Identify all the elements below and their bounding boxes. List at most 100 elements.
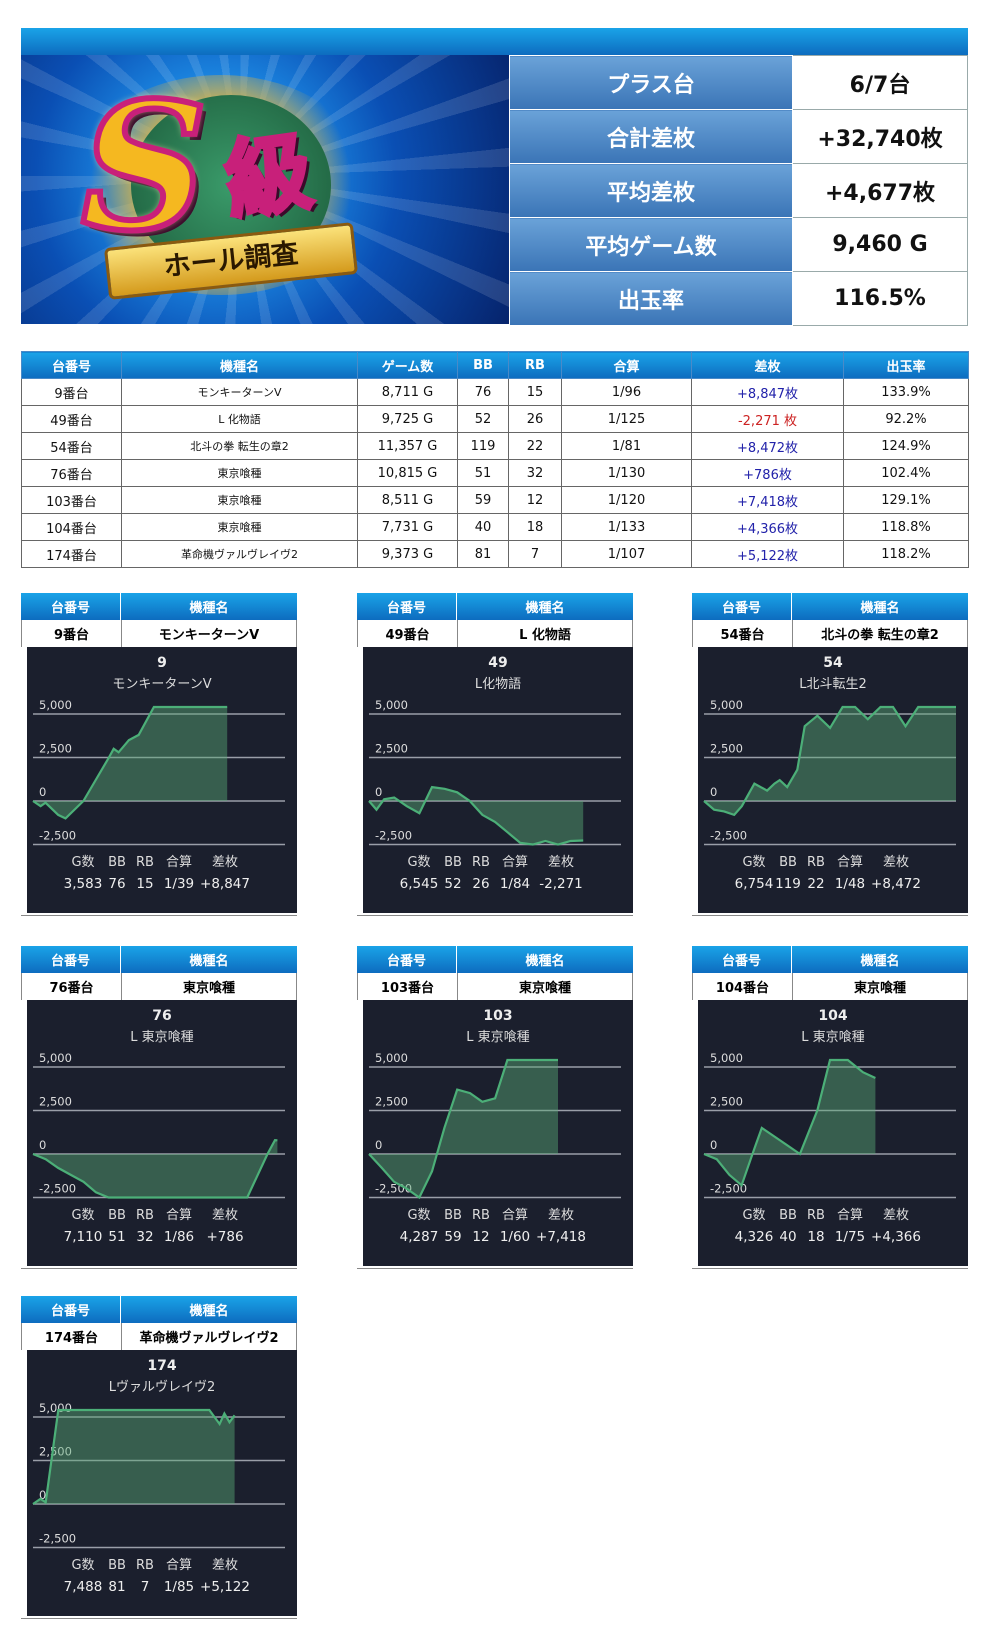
table-cell: L 化物語 — [121, 405, 358, 433]
stat-label: 差枚 — [212, 1208, 238, 1223]
series-line — [368, 1058, 558, 1200]
card-machine-name: 東京喰種 — [853, 981, 906, 996]
chart-title: 104 — [818, 1008, 847, 1024]
stat-value: -2,271 — [539, 876, 583, 892]
stat-label: BB — [108, 1208, 126, 1223]
card-header: 台番号 機種名 — [357, 593, 633, 620]
table-cell: 54番台 — [21, 432, 122, 460]
stat-value: +8,847 — [200, 876, 250, 892]
slump-chart: 54 L北斗転生2 5,000 2,500 0 -2,500 G数 6,754 BB 119 RB 2… — [703, 655, 956, 892]
stat-label: 差枚 — [212, 855, 238, 870]
stat-label: RB — [807, 1208, 825, 1223]
table-cell: -2,271 枚 — [691, 405, 844, 433]
stat-value: 26 — [472, 876, 489, 892]
summary-value: 116.5% — [792, 271, 968, 326]
column-header: BB — [457, 351, 509, 379]
chart-panel: 76 L 東京喰種 5,000 2,500 0 -2,500 G数 7,110 BB 51 RB 32… — [27, 1000, 297, 1266]
table-cell: 1/107 — [561, 540, 692, 568]
chart-subtitle: L 東京喰種 — [130, 1029, 193, 1045]
summary-row: 平均差枚 +4,677枚 — [509, 163, 968, 218]
area-fill — [704, 707, 956, 815]
stat-value: +786 — [206, 1229, 243, 1245]
summary-row: 出玉率 116.5% — [509, 271, 968, 326]
stat-value: 1/48 — [835, 876, 865, 892]
card-number: 76番台 — [22, 973, 122, 1000]
card-bottom-rule — [692, 1268, 968, 1269]
table-cell: 1/125 — [561, 405, 692, 433]
y-tick-label: 5,000 — [375, 1051, 408, 1065]
chart-title: 9 — [157, 655, 167, 671]
card-machine-name: L 化物語 — [519, 628, 571, 643]
table-cell: 8,511 G — [357, 486, 458, 514]
machine-card: 台番号 機種名 103番台 東京喰種 103 L 東京喰種 5,000 2,500 0 -2,50… — [357, 946, 633, 1270]
stat-label: G数 — [71, 1208, 94, 1223]
column-header: 差枚 — [691, 351, 844, 379]
stat-label: 合算 — [502, 1208, 528, 1223]
chart-subtitle: L 東京喰種 — [801, 1029, 864, 1045]
table-cell: 26 — [508, 405, 562, 433]
column-header: ゲーム数 — [357, 351, 458, 379]
stat-label: 合算 — [837, 855, 863, 870]
table-row: 9番台 モンキーターンV 8,711 G 76 15 1/96 +8,847枚 133.9% — [21, 378, 969, 406]
table-cell: 76番台 — [21, 459, 122, 487]
stat-value: 22 — [807, 876, 824, 892]
table-cell: 76 — [457, 378, 509, 406]
stat-value: 4,326 — [735, 1229, 774, 1245]
card-number: 103番台 — [358, 973, 458, 1000]
machine-table: 台番号 機種名 ゲーム数 BB RB 合算 差枚 出玉率 9番台 モンキーターンV 8,711 G… — [21, 351, 969, 568]
machine-card: 台番号 機種名 76番台 東京喰種 76 L 東京喰種 5,000 2,500 0 -2,500 G… — [21, 946, 297, 1270]
y-tick-label: -2,500 — [39, 1182, 76, 1196]
card-machine-name: 東京喰種 — [518, 981, 571, 996]
stat-value: 6,754 — [735, 876, 774, 892]
machine-card: 台番号 機種名 49番台 L 化物語 49 L化物語 5,000 2,500 0 -2,500 G数… — [357, 593, 633, 917]
stat-label: BB — [779, 1208, 797, 1223]
y-tick-label: -2,500 — [375, 1182, 412, 1196]
stat-label: BB — [444, 855, 462, 870]
card-bottom-rule — [357, 915, 633, 916]
stat-value: 52 — [444, 876, 461, 892]
stat-label: G数 — [742, 1208, 765, 1223]
y-tick-label: 0 — [710, 785, 717, 799]
chart-panel: 104 L 東京喰種 5,000 2,500 0 -2,500 G数 4,326 BB 40 RB 1… — [698, 1000, 968, 1266]
chart-title: 103 — [483, 1008, 512, 1024]
card-info-row: 54番台 北斗の拳 転生の章2 — [692, 620, 968, 647]
table-cell: 118.8% — [843, 513, 969, 541]
series-line — [32, 1138, 278, 1199]
stat-label: 差枚 — [212, 1558, 238, 1573]
chart-panel: 103 L 東京喰種 5,000 2,500 0 -2,500 G数 4,287 BB 59 RB 1… — [363, 1000, 633, 1266]
summary-table: プラス台 6/7台 合計差枚 +32,740枚 平均差枚 +4,677枚 平均ゲーム数 9,4… — [509, 55, 968, 326]
stat-value: +5,122 — [200, 1579, 250, 1595]
stat-value: 1/39 — [164, 876, 194, 892]
y-tick-label: -2,500 — [375, 829, 412, 843]
stat-label: 差枚 — [883, 855, 909, 870]
table-cell: 東京喰種 — [121, 513, 358, 541]
table-cell: 174番台 — [21, 540, 122, 568]
card-info-row: 9番台 モンキーターンV — [21, 620, 297, 647]
summary-label: 合計差枚 — [509, 109, 793, 164]
area-fill — [369, 787, 584, 845]
stat-label: 差枚 — [548, 855, 574, 870]
area-fill — [33, 1140, 278, 1198]
card-header-number: 台番号 — [357, 946, 457, 973]
chart-panel: 49 L化物語 5,000 2,500 0 -2,500 G数 6,545 BB 52 RB 26 合算… — [363, 647, 633, 913]
machine-card: 台番号 機種名 174番台 革命機ヴァルヴレイヴ2 174 Lヴァルヴレイヴ2 5,000 2… — [21, 1296, 297, 1620]
stat-label: G数 — [407, 855, 430, 870]
stat-label: BB — [108, 855, 126, 870]
summary-label: プラス台 — [509, 55, 793, 110]
stat-label: 合算 — [502, 855, 528, 870]
card-machine-name: 東京喰種 — [182, 981, 235, 996]
table-row: 103番台 東京喰種 8,511 G 59 12 1/120 +7,418枚 129.1% — [21, 486, 969, 514]
card-header-number: 台番号 — [21, 1296, 121, 1323]
table-cell: 北斗の拳 転生の章2 — [121, 432, 358, 460]
y-tick-label: 0 — [39, 1138, 46, 1152]
stat-value: +4,366 — [871, 1229, 921, 1245]
card-info-row: 104番台 東京喰種 — [692, 973, 968, 1000]
table-cell: 124.9% — [843, 432, 969, 460]
stat-label: BB — [779, 855, 797, 870]
chart-subtitle: モンキーターンV — [112, 677, 211, 692]
card-bottom-rule — [21, 1618, 297, 1619]
stat-label: 差枚 — [883, 1208, 909, 1223]
stat-value: 7,110 — [64, 1229, 103, 1245]
card-header: 台番号 機種名 — [692, 593, 968, 620]
series-line — [368, 785, 584, 846]
